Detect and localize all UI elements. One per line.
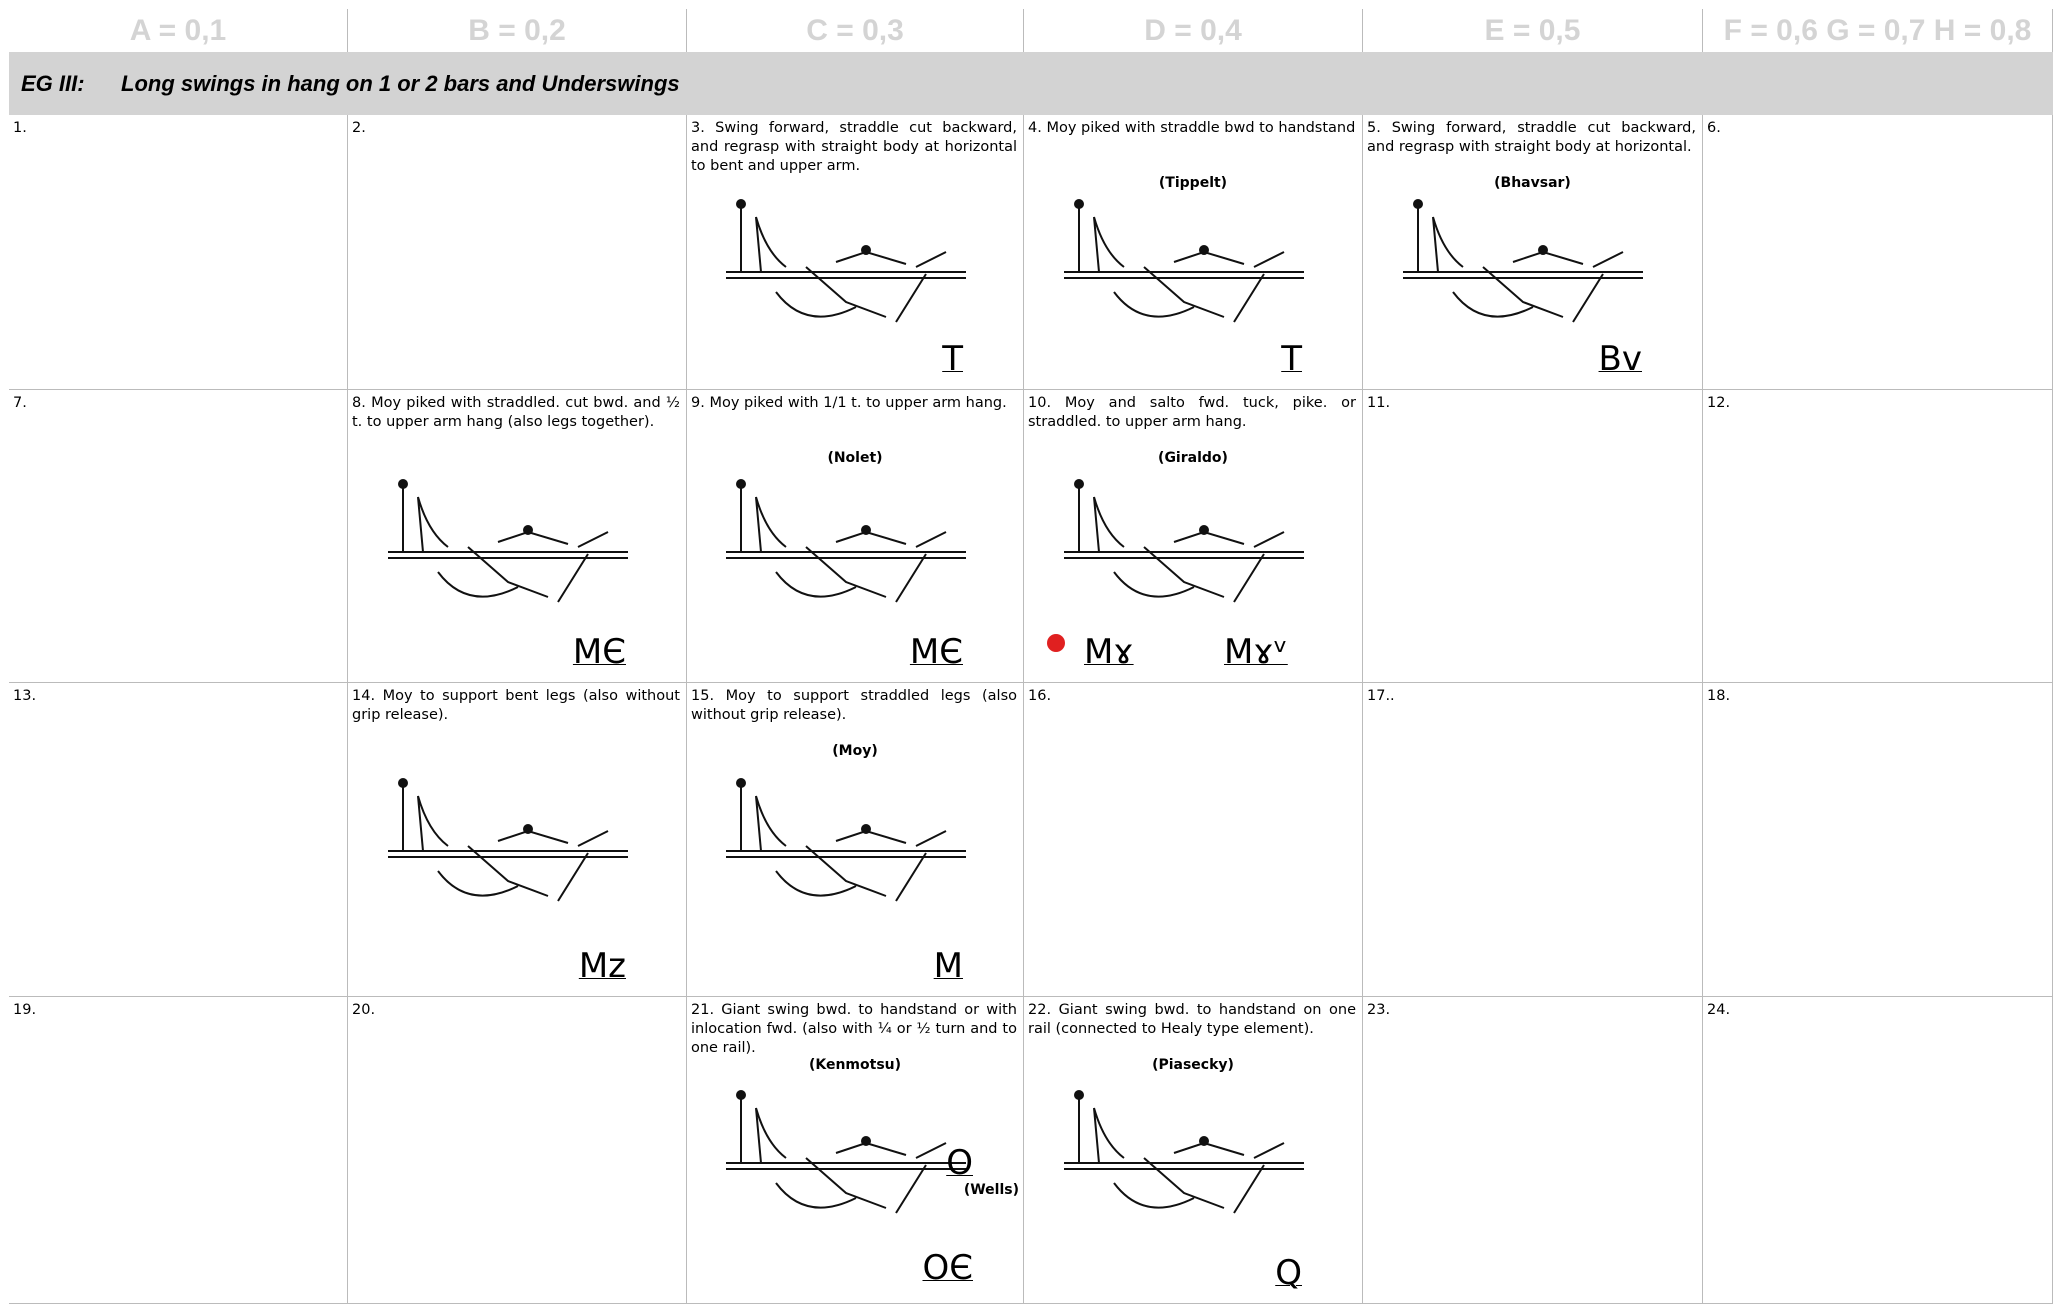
table-cell: 13.: [9, 683, 348, 997]
cell-text: 4. Moy piked with straddle bwd to handst…: [1028, 120, 1356, 136]
skill-name: (Tippelt): [1158, 175, 1228, 191]
table-cell: 8. Moy piked with straddled. cut bwd. an…: [348, 390, 687, 683]
figure-sketch: [725, 777, 966, 902]
table-cell: 10. Moy and salto fwd. tuck, pike. or st…: [1024, 390, 1363, 683]
skill-symbol: Q: [1275, 1253, 1302, 1293]
cell-text: 15. Moy to support straddled legs (also …: [691, 688, 1017, 723]
skill-name: (Wells): [963, 1182, 1019, 1198]
figure-sketch: [1063, 1089, 1304, 1214]
table-cell: 20.: [348, 997, 687, 1304]
cell-text: 3. Swing forward, straddle cut backward,…: [691, 120, 1017, 174]
table-cell: 1.: [9, 115, 348, 390]
table-cell: 24.: [1703, 997, 2053, 1304]
column-header: F = 0,6 G = 0,7 H = 0,8: [1703, 9, 2053, 52]
table-cell: 21. Giant swing bwd. to handstand or wit…: [687, 997, 1024, 1304]
figure-sketch: [1063, 199, 1304, 323]
skill-name: (Kenmotsu): [808, 1057, 902, 1073]
section-header: EG III: Long swings in hang on 1 or 2 ba…: [9, 52, 2053, 115]
table-cell: 16.: [1024, 683, 1363, 997]
cell-text: 17..: [1367, 688, 1395, 704]
column-header: A = 0,1: [9, 9, 348, 52]
cell-text: 1.: [13, 120, 27, 136]
cell-text: 12.: [1707, 395, 1731, 411]
cell-text: 11.: [1367, 395, 1391, 411]
cell-text: 10. Moy and salto fwd. tuck, pike. or st…: [1028, 395, 1356, 430]
skill-symbol: M: [933, 946, 963, 986]
section-title: Long swings in hang on 1 or 2 bars and U…: [121, 70, 680, 96]
figure-sketch: [725, 199, 966, 323]
figure-sketch: [725, 479, 966, 603]
table-cell: 7.: [9, 390, 348, 683]
table-cell: 6.: [1703, 115, 2053, 390]
table-cell: 11.: [1363, 390, 1703, 683]
table-cell: 23.: [1363, 997, 1703, 1304]
cell-text: 13.: [13, 688, 37, 704]
table-cell: 22. Giant swing bwd. to handstand on one…: [1024, 997, 1363, 1304]
skill-symbol: Mɤᵛ: [1224, 632, 1288, 672]
skill-symbol: MЄ: [572, 632, 626, 672]
cell-text: 8. Moy piked with straddled. cut bwd. an…: [352, 395, 680, 430]
figure-sketch: [1063, 479, 1304, 603]
cell-text: 7.: [13, 395, 27, 411]
figure-sketch: [387, 777, 628, 902]
table-cell: 19.: [9, 997, 348, 1304]
cell-text: 6.: [1707, 120, 1721, 136]
cell-text: 22. Giant swing bwd. to handstand on one…: [1028, 1002, 1356, 1037]
figure-sketch: [1403, 199, 1643, 323]
figure-sketch: [387, 479, 628, 603]
cell-text: 16.: [1028, 688, 1052, 704]
skill-symbol: T: [1281, 339, 1302, 379]
skill-symbol: Mz: [578, 946, 626, 986]
cell-text: 20.: [352, 1002, 376, 1018]
section-code: EG III:: [21, 70, 85, 96]
skill-name: (Piasecky): [1152, 1057, 1234, 1073]
cell-text: 24.: [1707, 1002, 1731, 1018]
skill-name: (Bhavsar): [1494, 175, 1571, 191]
table-cell: 12.: [1703, 390, 2053, 683]
skill-symbol: Bv: [1598, 339, 1642, 379]
figure-sketch: [725, 1089, 966, 1214]
table-cell: 9. Moy piked with 1/1 t. to upper arm ha…: [687, 390, 1024, 683]
skill-symbol: T: [942, 339, 963, 379]
table-cell: 2.: [348, 115, 687, 390]
skill-symbol: OЄ: [922, 1248, 973, 1288]
table-cell: 3. Swing forward, straddle cut backward,…: [687, 115, 1024, 390]
cell-text: 19.: [13, 1002, 37, 1018]
table-cell: 17..: [1363, 683, 1703, 997]
column-header: D = 0,4: [1024, 9, 1363, 52]
column-header: C = 0,3: [687, 9, 1024, 52]
cell-text: 5. Swing forward, straddle cut backward,…: [1367, 120, 1696, 155]
table-cell: 18.: [1703, 683, 2053, 997]
skill-name: (Nolet): [827, 450, 883, 466]
table-cell: 4. Moy piked with straddle bwd to handst…: [1024, 115, 1363, 390]
skill-symbol: MЄ: [909, 632, 963, 672]
column-header: E = 0,5: [1363, 9, 1703, 52]
column-header: B = 0,2: [348, 9, 687, 52]
cell-text: 2.: [352, 120, 366, 136]
red-dot: [1047, 634, 1065, 652]
cell-text: 9. Moy piked with 1/1 t. to upper arm ha…: [691, 395, 1007, 411]
skill-symbol: O: [946, 1143, 973, 1183]
table-cell: 15. Moy to support straddled legs (also …: [687, 683, 1024, 997]
skill-name: (Giraldo): [1158, 450, 1228, 466]
table-cell: 14. Moy to support bent legs (also witho…: [348, 683, 687, 997]
cell-text: 18.: [1707, 688, 1731, 704]
skill-name: (Moy): [832, 743, 878, 759]
cell-text: 14. Moy to support bent legs (also witho…: [352, 688, 680, 723]
skill-symbol: Mɤ: [1084, 632, 1134, 672]
cell-text: 23.: [1367, 1002, 1391, 1018]
cell-text: 21. Giant swing bwd. to handstand or wit…: [691, 1002, 1017, 1056]
table-cell: 5. Swing forward, straddle cut backward,…: [1363, 115, 1703, 390]
